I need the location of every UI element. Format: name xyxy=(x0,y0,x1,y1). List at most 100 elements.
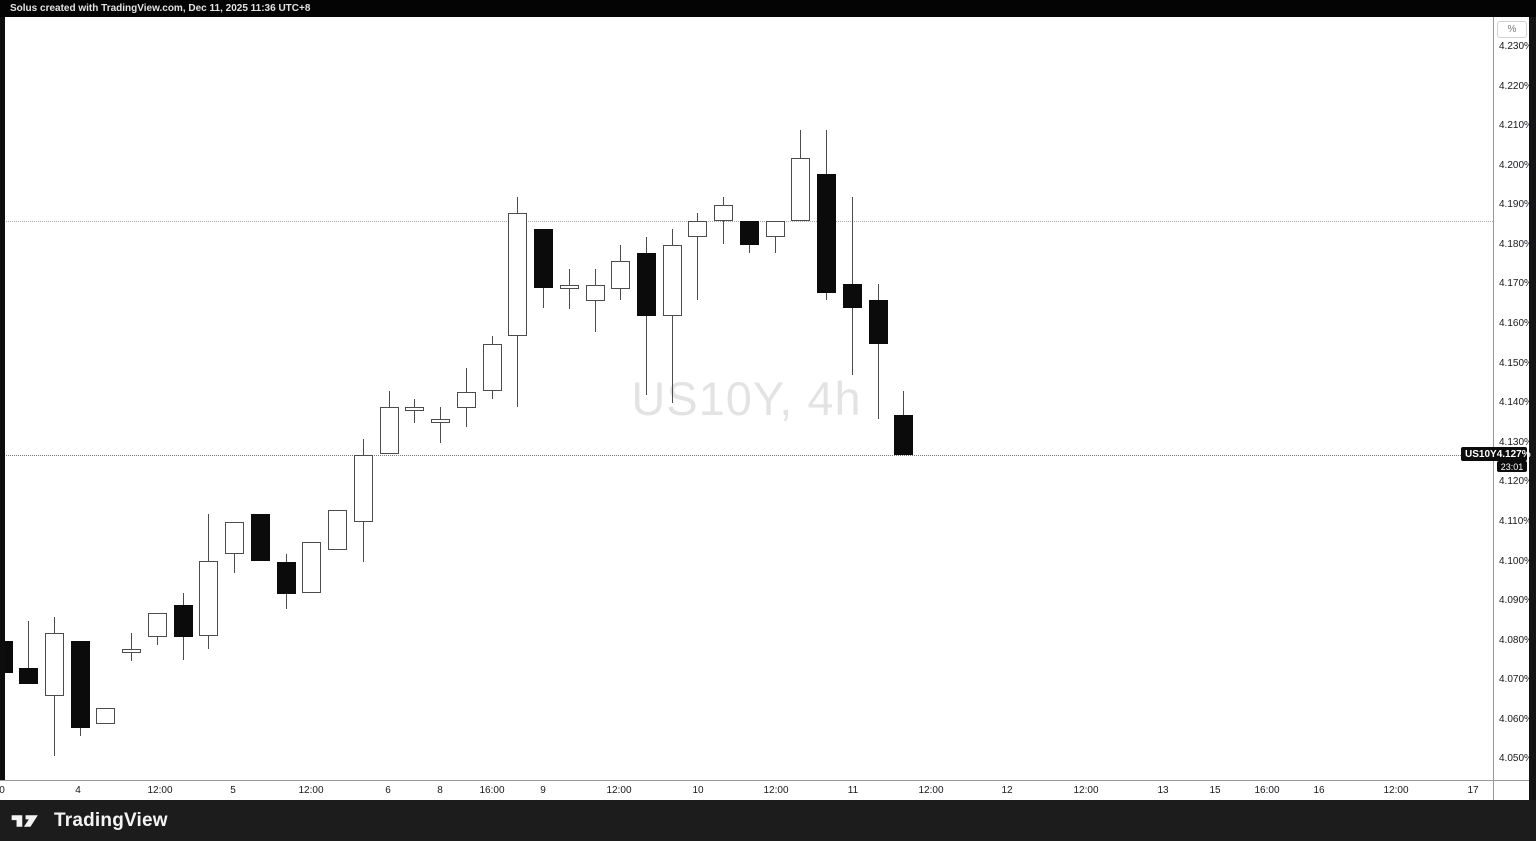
price-axis-label: 4.220% xyxy=(1499,81,1533,92)
candle-body-up xyxy=(457,392,476,408)
candle-wick xyxy=(131,633,132,661)
footer-bar: TradingView xyxy=(0,800,1536,841)
time-axis-label: 4 xyxy=(75,785,81,796)
time-axis-label: 12:00 xyxy=(1383,785,1409,796)
time-axis-label: 0 xyxy=(0,785,5,796)
price-axis-label: 4.230% xyxy=(1499,41,1533,52)
candle-body-down xyxy=(843,284,862,308)
candle[interactable] xyxy=(766,221,785,253)
tradingview-brand-text[interactable]: TradingView xyxy=(54,809,168,831)
symbol-watermark: US10Y, 4h xyxy=(631,372,862,425)
candle[interactable] xyxy=(251,514,270,561)
candle-body-up xyxy=(483,344,502,391)
time-axis-label: 12 xyxy=(1001,785,1013,796)
candle-wick xyxy=(878,284,879,419)
candle[interactable] xyxy=(148,613,167,645)
candle[interactable] xyxy=(457,368,476,427)
candle[interactable] xyxy=(869,284,888,419)
candle[interactable] xyxy=(96,708,115,724)
candle[interactable] xyxy=(483,336,502,399)
time-axis-label: 6 xyxy=(385,785,391,796)
candle[interactable] xyxy=(508,197,527,407)
price-axis[interactable]: % 4.230% 4.220% 4.210% 4.200% 4.190% 4.180% 4.… xyxy=(1493,17,1533,780)
current-price-flag: US10Y 4.127% xyxy=(1461,447,1531,461)
candle[interactable] xyxy=(817,130,836,300)
price-axis-unit-button[interactable]: % xyxy=(1497,21,1527,38)
candle[interactable] xyxy=(19,621,38,684)
time-axis-label: 13 xyxy=(1157,785,1169,796)
candle-body-up xyxy=(791,158,810,221)
candle-body-up xyxy=(405,407,424,411)
tradingview-logo-icon[interactable] xyxy=(10,809,46,833)
candle-body-up xyxy=(714,205,733,221)
plot-area[interactable]: US10Y, 4h xyxy=(0,17,1493,780)
candle-body-up xyxy=(586,285,605,301)
candle[interactable] xyxy=(380,391,399,454)
candle[interactable] xyxy=(45,617,64,756)
candle[interactable] xyxy=(405,399,424,423)
candle[interactable] xyxy=(534,229,553,308)
candle-wick xyxy=(440,407,441,443)
candle-wick xyxy=(569,269,570,309)
candle-body-up xyxy=(663,245,682,316)
candle[interactable] xyxy=(740,221,759,253)
candle-body-down xyxy=(740,221,759,245)
candle-body-down xyxy=(71,641,90,728)
candle[interactable] xyxy=(688,213,707,300)
price-axis-label: 4.120% xyxy=(1499,476,1533,487)
candle[interactable] xyxy=(560,269,579,309)
candle[interactable] xyxy=(611,245,630,300)
time-axis-label: 5 xyxy=(230,785,236,796)
candle[interactable] xyxy=(586,269,605,332)
candle[interactable] xyxy=(199,514,218,649)
candle-body-down xyxy=(277,562,296,594)
candle[interactable] xyxy=(328,510,347,550)
right-edge-strip xyxy=(1529,17,1536,800)
time-axis-label: 9 xyxy=(540,785,546,796)
candle-body-up xyxy=(148,613,167,637)
time-axis-label: 11 xyxy=(847,785,859,796)
candle-body-up xyxy=(431,419,450,423)
time-axis-label: 12:00 xyxy=(1073,785,1099,796)
time-axis-label: 12:00 xyxy=(606,785,632,796)
candle-body-up xyxy=(354,455,373,522)
candle[interactable] xyxy=(302,542,321,593)
time-axis[interactable]: 0 4 12:00 5 12:00 6 8 16:00 9 12:00 10 12:00 11 12:00… xyxy=(0,780,1536,800)
candle-wick xyxy=(697,213,698,300)
price-axis-label: 4.070% xyxy=(1499,674,1533,685)
price-axis-label: 4.080% xyxy=(1499,635,1533,646)
candle-body-up xyxy=(45,633,64,696)
candle-body-down xyxy=(637,253,656,316)
price-axis-label: 4.210% xyxy=(1499,120,1533,131)
candle[interactable] xyxy=(663,229,682,403)
candle-body-up xyxy=(96,708,115,724)
candle-body-down xyxy=(534,229,553,288)
price-axis-label: 4.160% xyxy=(1499,318,1533,329)
candle[interactable] xyxy=(714,197,733,244)
candle[interactable] xyxy=(354,439,373,562)
candle-body-down xyxy=(817,174,836,293)
price-axis-label: 4.180% xyxy=(1499,239,1533,250)
candle-body-up xyxy=(199,561,218,636)
candle[interactable] xyxy=(894,391,913,455)
candle[interactable] xyxy=(791,130,810,221)
candle[interactable] xyxy=(174,593,193,660)
price-axis-label: 4.050% xyxy=(1499,753,1533,764)
candle[interactable] xyxy=(277,554,296,609)
candle-wick xyxy=(672,229,673,403)
candle[interactable] xyxy=(431,407,450,443)
time-axis-label: 8 xyxy=(437,785,443,796)
attribution-text: Solus created with TradingView.com, Dec … xyxy=(10,3,311,14)
price-axis-label: 4.150% xyxy=(1499,358,1533,369)
time-axis-label: 10 xyxy=(692,785,704,796)
time-axis-label: 17 xyxy=(1467,785,1479,796)
time-axis-label: 12:00 xyxy=(763,785,789,796)
candle[interactable] xyxy=(637,237,656,395)
price-flag-symbol: US10Y xyxy=(1465,448,1497,460)
candle[interactable] xyxy=(225,522,244,573)
candle[interactable] xyxy=(843,197,862,375)
candle[interactable] xyxy=(122,633,141,661)
candle-wick xyxy=(775,221,776,253)
attribution-bar: Solus created with TradingView.com, Dec … xyxy=(0,0,1536,17)
candle[interactable] xyxy=(71,641,90,736)
